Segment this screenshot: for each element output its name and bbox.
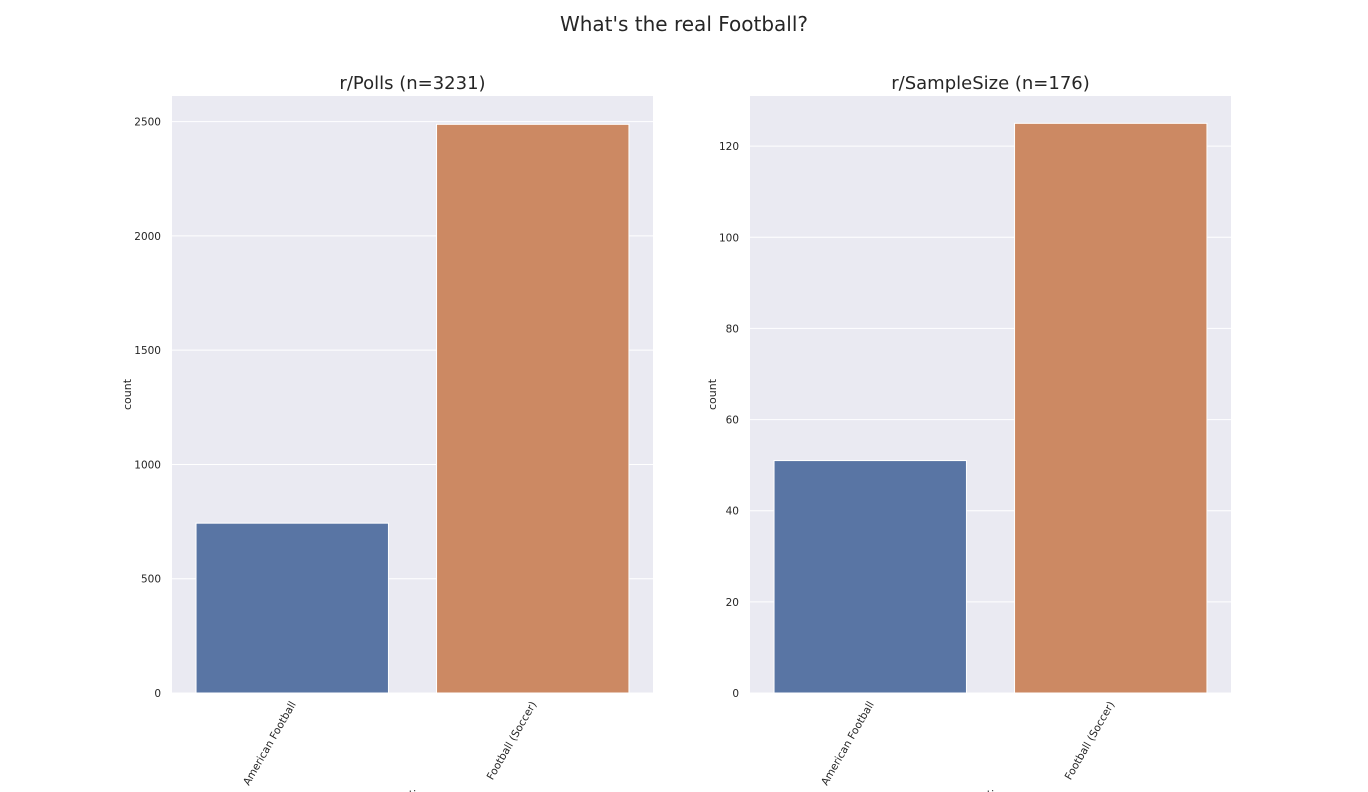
y-tick-label: 80 <box>726 323 739 335</box>
x-tick-label: Football (Soccer) <box>1063 700 1118 783</box>
subplot-polls: 0 500 1000 1500 2000 2500 American Football Foo… <box>121 73 653 792</box>
x-tick-label: American Football <box>819 700 877 788</box>
y-tick-label: 2000 <box>134 231 161 243</box>
bar <box>773 460 967 694</box>
bar <box>1014 122 1208 694</box>
y-tick-label: 1000 <box>134 459 161 471</box>
y-axis-label: count <box>121 378 134 410</box>
y-tick-label: 0 <box>732 688 739 700</box>
figure-title: What's the real Football? <box>560 12 808 36</box>
y-tick-label: 1500 <box>134 345 161 357</box>
bar <box>195 522 389 694</box>
y-tick-label: 60 <box>726 415 739 427</box>
bar <box>436 123 630 694</box>
y-axis-label: count <box>706 378 719 410</box>
y-tick-label: 500 <box>141 574 161 586</box>
subplot-title: r/Polls (n=3231) <box>339 73 485 94</box>
y-tick-label: 0 <box>154 688 161 700</box>
x-tick-label: Football (Soccer) <box>485 700 540 783</box>
y-tick-label: 20 <box>726 597 739 609</box>
x-axis-label: option <box>395 788 430 792</box>
y-tick-label: 40 <box>726 506 739 518</box>
subplot-samplesize: 0 20 40 60 80 100 120 American Football Football… <box>706 73 1231 792</box>
x-tick-label: American Football <box>241 700 299 788</box>
y-tick-label: 2500 <box>134 117 161 129</box>
subplot-title: r/SampleSize (n=176) <box>891 73 1090 94</box>
y-tick-label: 100 <box>719 232 739 244</box>
x-axis-label: option <box>973 788 1008 792</box>
y-tick-label: 120 <box>719 141 739 153</box>
